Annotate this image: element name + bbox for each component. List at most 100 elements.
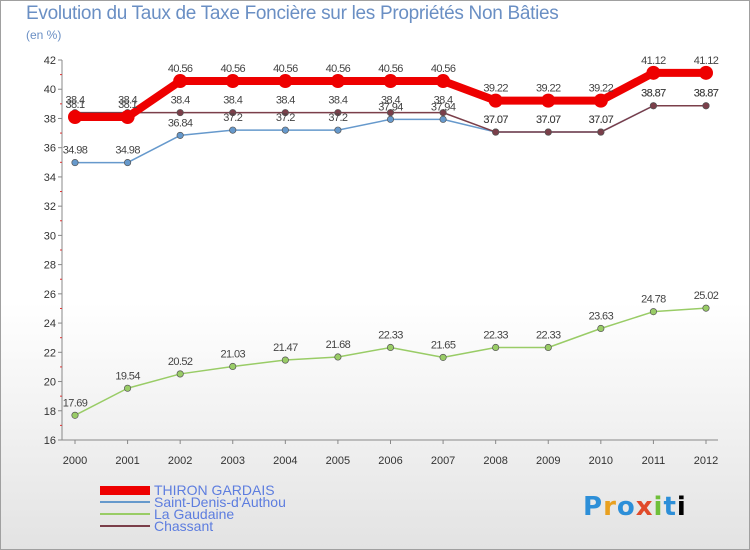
data-label: 38.4 [276, 95, 295, 107]
data-label: 39.22 [483, 83, 508, 95]
data-point [225, 74, 240, 89]
data-point [173, 74, 188, 89]
data-label: 19.54 [115, 370, 140, 382]
data-point [281, 126, 289, 134]
proxiti-logo: Proxiti [583, 492, 687, 522]
data-point [649, 308, 657, 316]
data-label: 39.22 [536, 83, 561, 95]
data-point [702, 304, 710, 312]
y-tick-label: 24 [44, 318, 56, 330]
data-point [439, 109, 447, 117]
data-label: 21.03 [220, 348, 245, 360]
x-tick-label: 2012 [694, 455, 718, 467]
data-label: 17.69 [63, 397, 88, 409]
data-label: 21.65 [431, 339, 456, 351]
x-tick-label: 2008 [483, 455, 507, 467]
data-point [71, 411, 79, 419]
data-point [334, 353, 342, 361]
data-point [120, 110, 135, 124]
chart-title: Evolution du Taux de Taxe Foncière sur l… [26, 3, 559, 24]
legend-label: THIRON GARDAIS [154, 482, 275, 498]
data-point [334, 109, 342, 117]
data-point [330, 74, 345, 89]
data-label: 38.4 [65, 95, 84, 107]
data-point [544, 128, 552, 136]
data-point [386, 343, 395, 352]
data-point [176, 370, 184, 378]
x-tick-label: 2001 [115, 455, 139, 467]
data-label: 37.94 [431, 101, 456, 113]
data-point [544, 343, 552, 352]
data-label: 38.1 [65, 99, 84, 111]
data-label: 24.78 [641, 294, 666, 306]
legend-swatch [100, 525, 150, 527]
x-tick-label: 2006 [378, 455, 402, 467]
y-tick-label: 34 [44, 172, 56, 184]
data-label: 40.56 [273, 63, 298, 75]
data-point [597, 128, 605, 136]
data-point [176, 131, 184, 139]
x-tick-label: 2002 [168, 455, 192, 467]
data-label: 40.56 [168, 63, 193, 75]
data-point [597, 324, 605, 333]
y-tick-label: 40 [44, 84, 56, 96]
y-tick-label: 22 [44, 347, 56, 359]
x-tick-label: 2005 [326, 455, 350, 467]
data-label: 38.87 [641, 88, 666, 100]
data-point [229, 362, 237, 371]
data-label: 38.87 [694, 88, 719, 100]
data-label: 38.87 [641, 88, 666, 100]
legend-swatch [100, 501, 150, 503]
y-tick-label: 26 [44, 289, 56, 301]
data-point [436, 74, 451, 89]
legend-label: La Gaudaine [154, 506, 235, 522]
data-label: 37.07 [483, 114, 508, 126]
data-label: 38.4 [171, 95, 190, 107]
y-tick-label: 30 [44, 230, 56, 242]
data-label: 38.4 [328, 95, 347, 107]
data-label: 22.33 [378, 329, 403, 341]
data-label: 37.2 [328, 112, 347, 124]
data-label: 37.07 [536, 114, 561, 126]
legend-swatch [100, 485, 150, 495]
data-label: 37.07 [589, 114, 614, 126]
y-tick-label: 42 [44, 55, 56, 67]
data-point [386, 115, 395, 123]
data-label: 25.02 [694, 290, 719, 302]
y-tick-label: 32 [44, 201, 56, 213]
y-tick-label: 20 [44, 377, 56, 389]
data-label: 37.2 [223, 112, 242, 124]
data-label: 36.84 [168, 117, 193, 129]
data-label: 41.12 [641, 55, 666, 67]
data-point [541, 93, 556, 108]
y-tick-label: 28 [44, 260, 56, 272]
data-point [176, 109, 184, 117]
y-tick-label: 16 [44, 435, 56, 447]
data-point [229, 126, 237, 134]
data-label: 38.4 [223, 95, 242, 107]
data-label: 37.07 [483, 114, 508, 126]
data-label: 38.4 [434, 95, 453, 107]
data-label: 37.07 [589, 114, 614, 126]
data-point [281, 109, 289, 117]
data-label: 40.56 [326, 63, 351, 75]
data-point [124, 384, 132, 392]
data-point [439, 353, 447, 361]
data-point [646, 65, 661, 80]
data-label: 20.52 [168, 356, 193, 368]
data-label: 39.22 [589, 83, 614, 95]
y-tick-label: 38 [44, 113, 56, 125]
x-tick-label: 2003 [221, 455, 245, 467]
x-tick-label: 2004 [273, 455, 297, 467]
data-label: 37.94 [378, 101, 403, 113]
data-label: 37.2 [276, 112, 295, 124]
y-axis-label: (en %) [26, 28, 62, 42]
data-label: 38.4 [381, 95, 400, 107]
x-tick-label: 2009 [536, 455, 560, 467]
data-point [386, 109, 395, 117]
data-label: 37.07 [536, 114, 561, 126]
x-tick-label: 2011 [642, 455, 666, 467]
data-point [439, 115, 447, 123]
data-label: 22.33 [483, 329, 508, 341]
data-label: 40.56 [431, 63, 456, 75]
